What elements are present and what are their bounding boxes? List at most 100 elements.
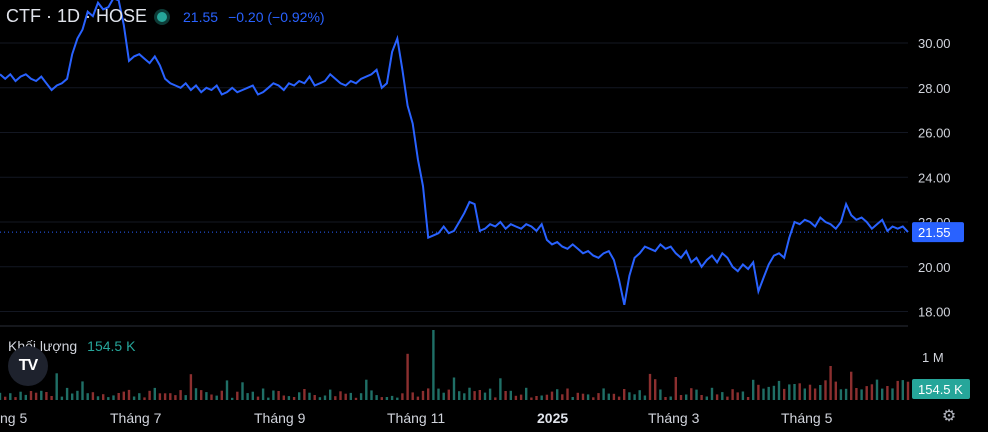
- volume-bar: [875, 379, 879, 400]
- volume-bar: [824, 380, 827, 400]
- volume-bar: [380, 397, 383, 400]
- volume-bar: [813, 388, 817, 400]
- volume-bar: [287, 396, 291, 400]
- volume-bar: [793, 384, 796, 400]
- volume-bar: [45, 392, 48, 400]
- volume-bar: [122, 391, 125, 400]
- volume-bar: [138, 393, 141, 400]
- x-tick-label: Tháng 5: [781, 410, 833, 426]
- volume-bar: [886, 386, 889, 400]
- volume-bar: [447, 389, 450, 400]
- volume-bar: [210, 394, 213, 400]
- volume-bar: [561, 394, 564, 400]
- y-tick-label: 20.00: [918, 260, 951, 275]
- volume-bar: [143, 397, 146, 400]
- volume-bar: [777, 380, 781, 400]
- volume-bar: [741, 391, 745, 400]
- volume-bar: [81, 381, 84, 400]
- volume-bar: [163, 393, 167, 400]
- volume-bar: [313, 395, 316, 400]
- volume-bar: [194, 388, 198, 400]
- volume-bar: [34, 392, 38, 400]
- volume-bar: [148, 390, 151, 400]
- volume-bar: [772, 385, 776, 400]
- volume-bar: [896, 380, 899, 400]
- volume-bar: [602, 388, 605, 400]
- volume-bar: [819, 385, 822, 400]
- volume-bar: [107, 397, 110, 400]
- volume-bar: [865, 386, 868, 400]
- volume-bar: [334, 396, 337, 400]
- volume-bar: [112, 395, 115, 400]
- volume-tag-label: 154.5 K: [918, 382, 963, 397]
- volume-bar: [29, 391, 33, 400]
- volume-bar: [597, 393, 600, 400]
- volume-bar: [881, 388, 884, 400]
- market-status-icon: [157, 11, 168, 22]
- volume-bar: [127, 389, 131, 400]
- volume-bar: [349, 392, 352, 400]
- volume-value: 154.5 K: [87, 338, 136, 354]
- volume-bar: [468, 387, 471, 400]
- volume-bar: [700, 395, 703, 400]
- volume-bar: [679, 395, 683, 400]
- volume-bar: [401, 393, 404, 400]
- volume-bar: [55, 373, 58, 400]
- volume-bar: [545, 394, 549, 400]
- volume-bar: [891, 388, 894, 400]
- volume-bar: [344, 393, 347, 400]
- volume-bar: [844, 388, 848, 400]
- volume-bar: [390, 395, 394, 400]
- volume-bar: [323, 395, 327, 400]
- settings-icon[interactable]: ⚙: [941, 408, 957, 425]
- volume-bar: [731, 389, 734, 400]
- volume-bar: [205, 392, 208, 400]
- last-price: 21.55: [183, 8, 219, 25]
- chart-header: CTF · 1D · HOSE 21.55 −0.20 (−0.92%): [6, 6, 325, 27]
- volume-bar: [411, 392, 414, 400]
- volume-bar: [906, 381, 910, 400]
- volume-bar: [757, 384, 760, 400]
- volume-bar: [808, 384, 812, 400]
- volume-bar: [406, 353, 409, 400]
- volume-bar: [648, 373, 652, 400]
- volume-bar: [184, 395, 187, 400]
- volume-bar: [592, 397, 595, 400]
- tradingview-logo-icon[interactable]: TV: [8, 346, 48, 386]
- volume-bar: [762, 388, 765, 400]
- volume-bar: [117, 393, 120, 400]
- volume-bar: [267, 397, 270, 400]
- volume-bar: [850, 371, 853, 400]
- volume-bar: [550, 391, 554, 400]
- volume-bar: [581, 393, 585, 400]
- volume-bar: [0, 392, 2, 400]
- price-change: −0.20 (−0.92%): [228, 8, 325, 25]
- volume-bar: [329, 389, 332, 400]
- volume-bar: [261, 388, 265, 400]
- volume-bar: [623, 389, 626, 400]
- last-price-tag-label: 21.55: [918, 225, 951, 240]
- volume-bar: [669, 396, 672, 400]
- x-tick-label: 2025: [537, 410, 568, 426]
- volume-bar: [638, 390, 641, 400]
- volume-bar: [643, 395, 647, 400]
- volume-bar: [504, 391, 507, 400]
- volume-bar: [736, 392, 739, 400]
- volume-bar: [174, 395, 177, 400]
- volume-bar: [607, 393, 610, 400]
- volume-bar: [901, 380, 904, 400]
- volume-bar: [746, 397, 750, 400]
- volume-bar: [452, 377, 456, 400]
- y-tick-label: 18.00: [918, 305, 951, 320]
- volume-bar: [292, 397, 296, 400]
- volume-bar: [690, 388, 693, 400]
- volume-bar: [132, 396, 136, 400]
- volume-bar: [586, 394, 590, 400]
- volume-bar: [540, 395, 543, 400]
- volume-bar: [674, 377, 677, 400]
- volume-bar: [179, 390, 182, 400]
- volume-bar: [499, 378, 502, 400]
- volume-bar: [767, 386, 770, 400]
